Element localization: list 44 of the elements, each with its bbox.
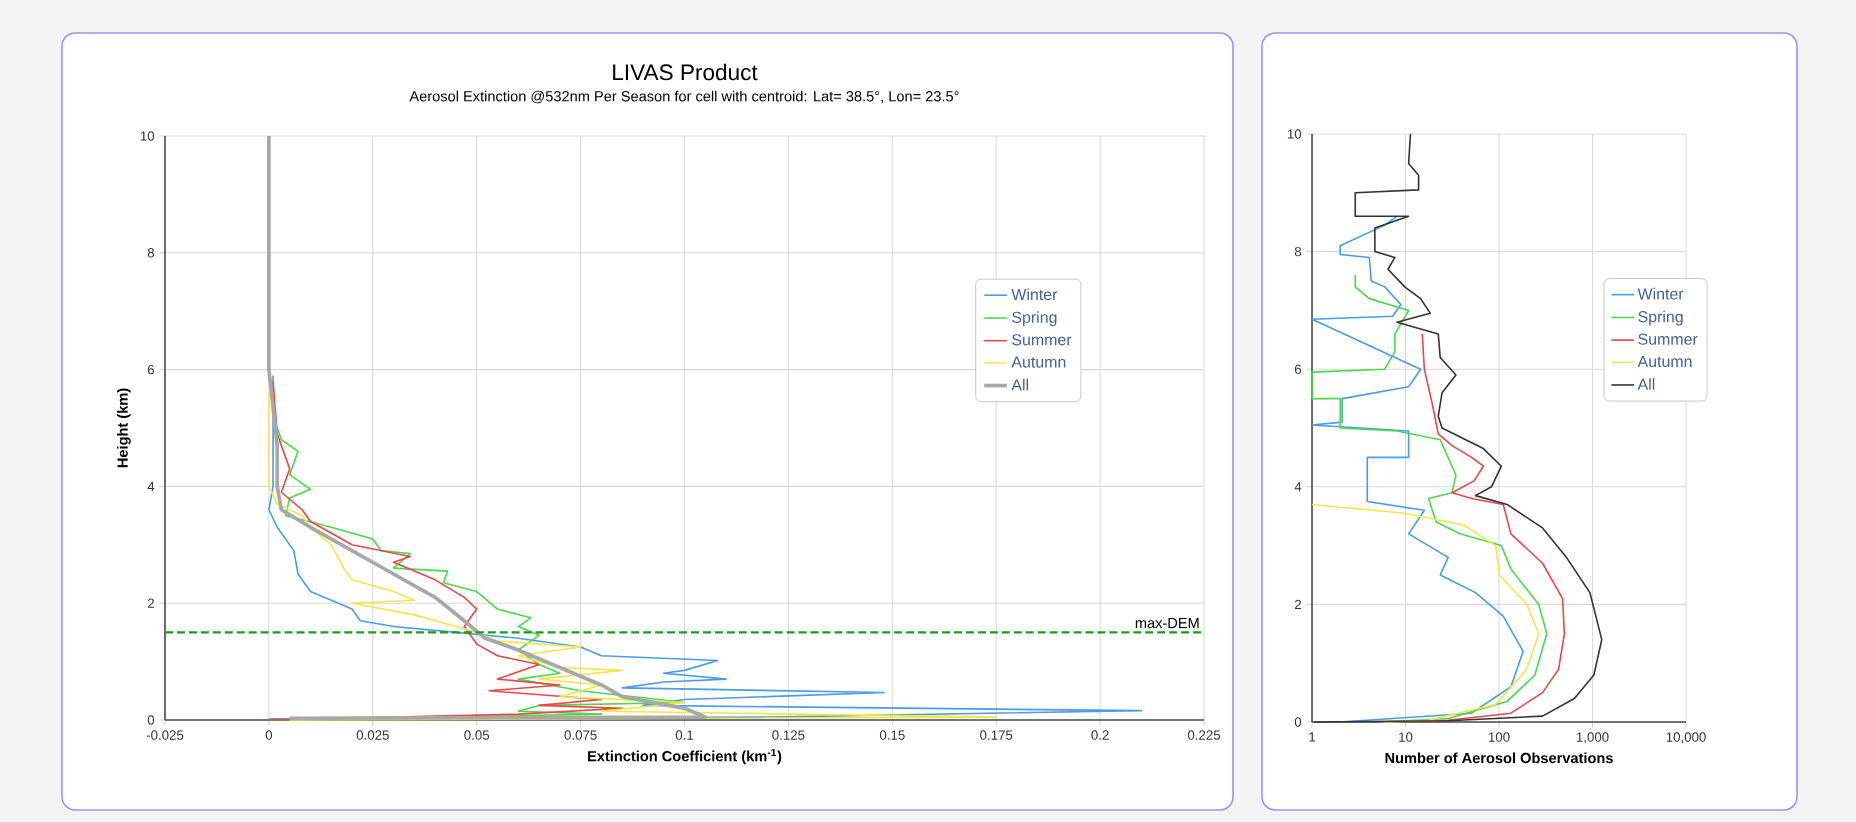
chart-subtitle: Aerosol Extinction @532nm Per Season for cell with centroid: Lat= 38.5°, Lon= 23.5° [409,90,959,104]
y-tick-label: 6 [1294,364,1302,374]
y-tick-label: 10 [1287,129,1302,139]
x-tick-label: 10,000 [1666,732,1706,744]
legend-label: All [1637,378,1655,390]
y-tick-label: 2 [147,598,154,608]
x-tick-label: 1 [1309,732,1316,742]
x-tick-label: 0.075 [564,730,597,740]
y-tick-label: 8 [1294,246,1302,257]
chart-title: LIVAS Product [613,63,758,81]
x-tick-label: 0.05 [464,730,490,740]
y-tick-label: 8 [147,248,155,258]
x-tick-label: 0.1 [675,730,694,740]
y-tick-label: 4 [147,481,155,491]
x-tick-label: 100 [1488,732,1510,742]
y-tick-label: 0 [147,715,155,725]
x-tick-label: 0.175 [980,730,1013,740]
y-tick-label: 10 [140,131,155,141]
y-tick-label: 0 [1294,717,1302,727]
ref-line-label: max-DEM [1135,617,1199,629]
legend-label: Winter [1011,288,1058,301]
legend-label: Summer [1638,333,1698,345]
x-tick-label: 0.125 [772,730,805,740]
y-axis-title: Height (km) [117,388,131,468]
legend-label: Autumn [1637,355,1692,368]
legend-label: Summer [1012,334,1072,346]
x-tick-label: 0.15 [879,730,905,740]
y-tick-label: 6 [147,364,155,375]
legend-label: Spring [1638,310,1683,326]
legend-label: Spring [1012,311,1057,327]
y-tick-label: 4 [1294,482,1302,492]
x-tick-label: 0.225 [1187,730,1221,740]
x-tick-label: 1,000 [1576,732,1609,744]
legend-label: Autumn [1011,356,1066,368]
x-tick-label: 0.025 [356,730,389,740]
x-tick-label: -0.025 [146,730,184,740]
legend-label: All [1011,378,1029,391]
x-tick-label: 10 [1399,732,1413,742]
x-axis-title: Number of Aerosol Observations [1385,752,1613,764]
x-tick-label: 0.2 [1091,730,1109,740]
y-tick-label: 2 [1294,599,1301,610]
legend-label: Winter [1637,287,1684,300]
x-tick-label: 0 [265,730,273,740]
x-axis-title: Extinction Coefficient (km$^{-1}$) [588,748,782,765]
